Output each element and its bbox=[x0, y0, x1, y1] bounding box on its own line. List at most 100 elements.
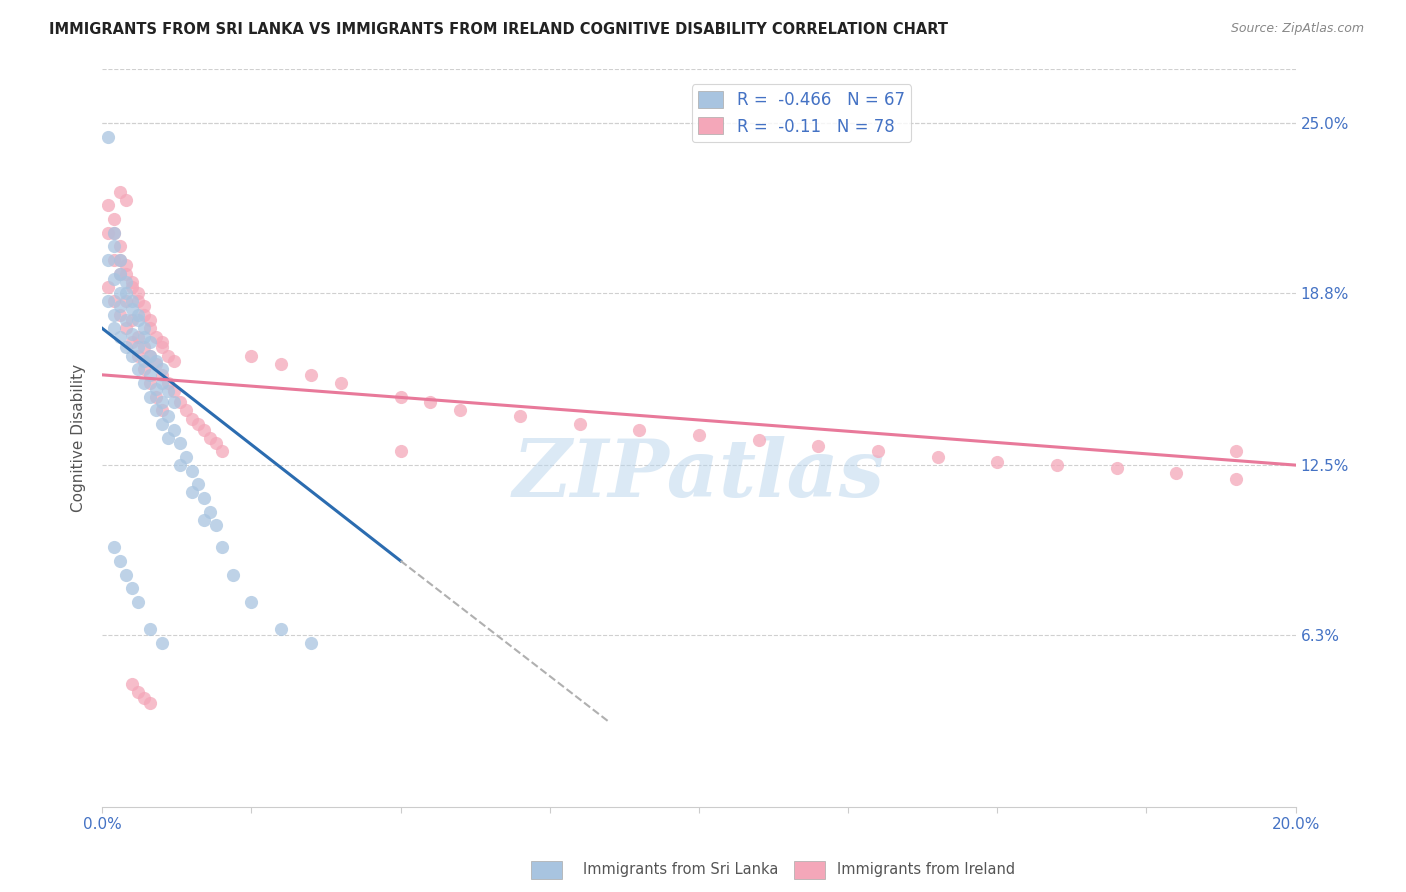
Point bbox=[132, 376, 155, 390]
Point bbox=[169, 458, 191, 472]
Point bbox=[193, 491, 215, 505]
Point bbox=[198, 505, 221, 519]
Point bbox=[150, 376, 173, 390]
Point bbox=[127, 285, 149, 300]
Point bbox=[127, 308, 149, 322]
Point bbox=[132, 354, 155, 368]
Point bbox=[211, 540, 233, 554]
Point bbox=[103, 321, 125, 335]
Point bbox=[150, 362, 173, 376]
Point bbox=[139, 390, 162, 404]
Point bbox=[103, 272, 125, 286]
Point bbox=[108, 329, 131, 343]
Point bbox=[108, 252, 131, 267]
Point bbox=[127, 329, 149, 343]
Point bbox=[132, 300, 155, 314]
Point bbox=[103, 252, 125, 267]
Point bbox=[97, 226, 120, 240]
Point bbox=[132, 308, 155, 322]
Point bbox=[139, 368, 162, 382]
Point bbox=[103, 540, 125, 554]
Point bbox=[156, 349, 179, 363]
Point bbox=[1105, 460, 1128, 475]
Point bbox=[145, 354, 167, 368]
Point bbox=[132, 690, 155, 705]
Point bbox=[150, 341, 173, 355]
Point bbox=[1225, 472, 1247, 486]
Point bbox=[97, 198, 120, 212]
Point bbox=[127, 595, 149, 609]
Text: Immigrants from Ireland: Immigrants from Ireland bbox=[837, 863, 1015, 877]
Point bbox=[115, 567, 138, 582]
Point bbox=[103, 226, 125, 240]
Point bbox=[103, 211, 125, 226]
Point bbox=[127, 685, 149, 699]
Point bbox=[163, 384, 186, 399]
Point bbox=[449, 403, 471, 417]
Point bbox=[174, 450, 197, 464]
Point bbox=[121, 302, 143, 317]
Point bbox=[139, 622, 162, 636]
Point bbox=[807, 439, 830, 453]
Point bbox=[299, 368, 322, 382]
Point bbox=[193, 423, 215, 437]
Point bbox=[156, 376, 179, 390]
Point bbox=[108, 185, 131, 199]
Point bbox=[132, 362, 155, 376]
Point bbox=[240, 595, 263, 609]
Point bbox=[169, 436, 191, 450]
Point bbox=[145, 403, 167, 417]
Point bbox=[180, 485, 202, 500]
Point bbox=[866, 444, 889, 458]
Point bbox=[127, 341, 149, 355]
Point bbox=[121, 313, 143, 327]
Point bbox=[103, 226, 125, 240]
Point bbox=[121, 334, 143, 349]
Point bbox=[568, 417, 591, 431]
Text: IMMIGRANTS FROM SRI LANKA VS IMMIGRANTS FROM IRELAND COGNITIVE DISABILITY CORREL: IMMIGRANTS FROM SRI LANKA VS IMMIGRANTS … bbox=[49, 22, 948, 37]
Point bbox=[509, 409, 531, 423]
Point bbox=[240, 349, 263, 363]
Point bbox=[97, 129, 120, 144]
Text: Source: ZipAtlas.com: Source: ZipAtlas.com bbox=[1230, 22, 1364, 36]
Point bbox=[132, 321, 155, 335]
Point bbox=[145, 329, 167, 343]
Point bbox=[132, 329, 155, 343]
Point bbox=[108, 308, 131, 322]
Point bbox=[150, 395, 173, 409]
Point bbox=[986, 455, 1008, 469]
Point bbox=[145, 357, 167, 371]
Point bbox=[139, 334, 162, 349]
Point bbox=[688, 428, 710, 442]
Point bbox=[174, 403, 197, 417]
Point bbox=[389, 390, 412, 404]
Point bbox=[97, 280, 120, 294]
Point bbox=[108, 554, 131, 568]
Point bbox=[115, 285, 138, 300]
Point bbox=[187, 477, 209, 491]
Text: ZIPatlas: ZIPatlas bbox=[513, 436, 884, 514]
Point bbox=[132, 341, 155, 355]
Point bbox=[198, 431, 221, 445]
Point bbox=[121, 677, 143, 691]
Point bbox=[145, 390, 167, 404]
Legend: R =  -0.466   N = 67, R =  -0.11   N = 78: R = -0.466 N = 67, R = -0.11 N = 78 bbox=[692, 84, 911, 142]
Point bbox=[115, 341, 138, 355]
Point bbox=[180, 464, 202, 478]
Point bbox=[115, 193, 138, 207]
Point bbox=[108, 267, 131, 281]
Point bbox=[115, 275, 138, 289]
Point bbox=[127, 349, 149, 363]
Point bbox=[163, 354, 186, 368]
Point bbox=[163, 395, 186, 409]
Point bbox=[169, 395, 191, 409]
Point bbox=[127, 362, 149, 376]
Point bbox=[115, 293, 138, 308]
Point bbox=[127, 293, 149, 308]
Point bbox=[139, 321, 162, 335]
Point bbox=[115, 313, 138, 327]
Point bbox=[389, 444, 412, 458]
Point bbox=[121, 349, 143, 363]
Point bbox=[139, 349, 162, 363]
Point bbox=[180, 411, 202, 425]
